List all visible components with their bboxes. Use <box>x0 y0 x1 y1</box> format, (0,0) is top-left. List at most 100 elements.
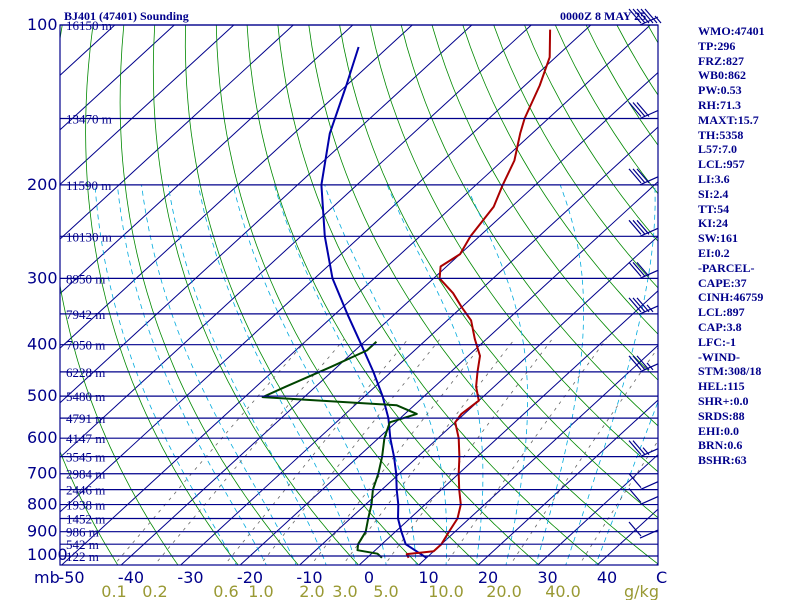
frame-layer <box>59 24 659 566</box>
wind-barb-half-flag <box>654 15 662 24</box>
wind-barb-flag <box>628 488 642 503</box>
isotherm-line <box>60 25 473 404</box>
mixing-ratio-label: 3.0 <box>332 582 357 600</box>
station-title: BJ401 (47401) Sounding <box>64 9 189 23</box>
wind-barb-shaft <box>639 109 659 120</box>
valid-time: 0000Z 8 MAY 25 <box>560 9 647 23</box>
wind-barb-flag <box>636 168 650 184</box>
pressure-tick-label: 500 <box>27 386 58 405</box>
height-label: 986 m <box>66 525 99 540</box>
wind-barb <box>628 488 659 506</box>
stat-line: TT:54 <box>698 201 730 216</box>
wind-barb <box>628 297 659 315</box>
stat-line: RH:71.3 <box>698 97 741 112</box>
stat-line: TH:5358 <box>698 127 744 142</box>
dry-adiabat-line <box>400 25 658 427</box>
pressure-tick-label: 600 <box>27 428 58 447</box>
height-label: 10130 m <box>66 229 112 244</box>
dry-adiabat-line <box>184 25 420 565</box>
wind-barb <box>628 440 659 458</box>
stat-line: SW:161 <box>698 231 739 246</box>
wind-barb-shaft <box>639 16 659 26</box>
temperature-tick-label: 0 <box>364 568 374 587</box>
dry-adiabat-line <box>462 25 658 335</box>
moist-adiabat-line <box>141 184 297 565</box>
wind-barb-flag <box>628 261 642 277</box>
isotherm-line <box>179 126 658 565</box>
isotherm-line <box>239 181 658 565</box>
stat-line: WB0:862 <box>698 68 746 83</box>
wind-barb-flag <box>628 8 642 24</box>
stat-line: CAPE:37 <box>698 275 747 290</box>
dry-adiabat-line <box>246 25 540 565</box>
wind-barb-flag <box>636 297 650 313</box>
wind-barb-shaft <box>639 305 659 315</box>
stats-panel: WMO:47401 TP:296 FRZ:827 WB0:862 PW:0.53 RH:7… <box>698 24 798 468</box>
dry-adiabat-line <box>60 450 119 565</box>
dry-adiabat-line <box>339 25 658 519</box>
wind-barb-flag <box>628 473 642 489</box>
height-label: 3545 m <box>66 450 105 465</box>
stat-line: -PARCEL- <box>698 260 755 275</box>
wind-barb-half-flag <box>642 447 650 456</box>
wind-barb <box>628 355 659 373</box>
stat-line: LCL:957 <box>698 157 745 172</box>
wind-barb-shaft <box>639 495 659 506</box>
pressure-tick-label: 400 <box>27 335 58 354</box>
mixing-ratio-line <box>224 338 409 565</box>
wind-barb-flag <box>636 8 650 24</box>
height-label: 4147 m <box>66 431 105 446</box>
stat-line: -WIND- <box>698 349 740 364</box>
pressure-tick-label: 200 <box>27 175 58 194</box>
wind-barb-flag <box>628 168 642 184</box>
dry-adiabat-line <box>60 25 179 565</box>
dry-adiabat-line <box>431 25 658 381</box>
mixing-ratio-label: 5.0 <box>373 582 398 600</box>
pressure-tick-label: 100 <box>27 15 58 34</box>
isotherm-line <box>60 25 235 186</box>
mixing-ratio-label: 20.0 <box>486 582 522 600</box>
wind-barb-flag <box>628 102 642 117</box>
wind-barb-flag <box>628 219 642 235</box>
mixing-ratio-units-label: g/kg <box>624 582 659 600</box>
moist-adiabat-line <box>386 184 484 565</box>
height-label: 2446 m <box>66 483 105 498</box>
temperature-tick-label: -10 <box>296 568 322 587</box>
stat-line: L57:7.0 <box>698 142 737 157</box>
wind-barb-flag <box>644 8 658 24</box>
wind-barb-flag <box>640 8 654 24</box>
moist-adiabat-line <box>465 184 528 565</box>
isotherm-line <box>60 25 354 295</box>
mixing-ratio-label: 0.2 <box>142 582 167 600</box>
temperature-tick-label: -20 <box>237 568 263 587</box>
mixing-ratio-label: 1.0 <box>248 582 273 600</box>
height-label: 7050 m <box>66 338 105 353</box>
pressure-tick-label: 300 <box>27 268 58 287</box>
height-label: 13470 m <box>66 112 112 127</box>
pressure-tick-label: 900 <box>27 522 58 541</box>
isotherm-line <box>60 25 533 459</box>
moist-adiabat-line <box>595 400 658 565</box>
plot-frame <box>59 24 659 566</box>
stat-line: EHI:0.0 <box>698 423 740 438</box>
temperature-tick-label: 40 <box>597 568 617 587</box>
stat-line: BSHR:63 <box>698 453 747 468</box>
wind-barb-shaft <box>639 481 659 491</box>
temperature-units-label: C <box>656 568 667 587</box>
height-label: 8950 m <box>66 271 105 286</box>
height-label: 11590 m <box>66 178 111 193</box>
height-label: 7942 m <box>66 307 105 322</box>
stat-line: CAP:3.8 <box>698 319 742 334</box>
wind-barb-flag <box>632 440 646 456</box>
height-label: 2984 m <box>66 467 105 482</box>
isotherm-line <box>120 71 658 565</box>
moist-adiabat-line <box>232 184 387 565</box>
pressure-units-label: mb <box>34 568 60 587</box>
wind-barb <box>628 521 659 539</box>
wind-barb-half-flag <box>646 304 654 313</box>
wind-barbs-layer <box>628 8 662 539</box>
dry-adiabat-line <box>493 25 658 289</box>
wind-barb-flag <box>628 440 642 456</box>
wind-barb-flag <box>632 8 646 24</box>
